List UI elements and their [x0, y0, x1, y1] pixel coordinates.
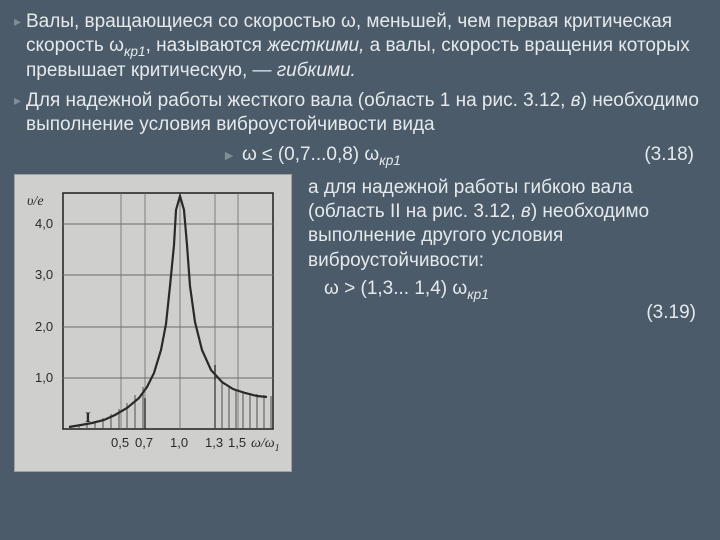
chart-svg: υ/e 4,0 3,0 2,0 1,0 0,5 0,7 1,0 1,3 1,5 …: [15, 175, 291, 471]
p1-c: жесткими,: [267, 35, 364, 56]
hatch-region-2: [215, 380, 271, 429]
bullet-arrow-icon: ▸: [14, 93, 26, 107]
eq1-number: (3.18): [644, 144, 700, 166]
lower-row: υ/e 4,0 3,0 2,0 1,0 0,5 0,7 1,0 1,3 1,5 …: [14, 174, 700, 472]
cond2-a: ω > (1,3... 1,4) ω: [324, 278, 467, 299]
xtick-07: 0,7: [135, 435, 153, 450]
eq1-body: ω ≤ (0,7...0,8) ωкр1: [242, 144, 401, 166]
eq1-a: ω ≤ (0,7...0,8) ω: [242, 144, 379, 165]
eq2-number: (3.19): [308, 301, 700, 325]
region-1-label: I: [85, 410, 91, 426]
ytick-1: 1,0: [35, 370, 53, 385]
x-axis-title: ω/ω1: [251, 436, 280, 454]
hatch-region-1: [71, 387, 143, 429]
paragraph-1-text: Валы, вращающиеся со скоростью ω, меньше…: [26, 10, 700, 83]
resonance-curve: [69, 196, 267, 427]
r-b: в: [521, 201, 531, 222]
p1-sub: кр1: [124, 44, 146, 59]
equation-1-row: ► ω ≤ (0,7...0,8) ωкр1 (3.18): [14, 144, 700, 166]
p1-b: , называются: [146, 35, 268, 56]
p2-a: Для надежной работы жесткого вала (облас…: [26, 90, 571, 111]
cond2-sub: кр1: [467, 287, 489, 302]
condition-2: ω > (1,3... 1,4) ωкр1: [308, 277, 700, 301]
paragraph-2: ▸ Для надежной работы жесткого вала (обл…: [14, 89, 700, 138]
eq1-arrow-cell: ►: [14, 147, 242, 163]
p2-b: в: [571, 90, 581, 111]
p1-e: гибкими.: [277, 60, 356, 81]
ytick-2: 2,0: [35, 319, 53, 334]
paragraph-1: ▸ Валы, вращающиеся со скоростью ω, мень…: [14, 10, 700, 83]
ytick-3: 3,0: [35, 267, 53, 282]
right-column: а для надежной работы гибкою вала (облас…: [308, 174, 700, 472]
xtick-13: 1,3: [205, 435, 223, 450]
xtick-15: 1,5: [228, 435, 246, 450]
xtick-10: 1,0: [170, 435, 188, 450]
ytick-4: 4,0: [35, 216, 53, 231]
resonance-chart: υ/e 4,0 3,0 2,0 1,0 0,5 0,7 1,0 1,3 1,5 …: [14, 174, 292, 472]
eq1-sub: кр1: [379, 152, 401, 167]
xtick-05: 0,5: [111, 435, 129, 450]
bullet-arrow-icon: ▸: [14, 14, 26, 28]
paragraph-2-text: Для надежной работы жесткого вала (облас…: [26, 89, 700, 138]
right-para: а для надежной работы гибкою вала (облас…: [308, 176, 700, 273]
y-axis-title: υ/e: [27, 194, 44, 209]
triangle-right-icon: ►: [222, 147, 236, 163]
